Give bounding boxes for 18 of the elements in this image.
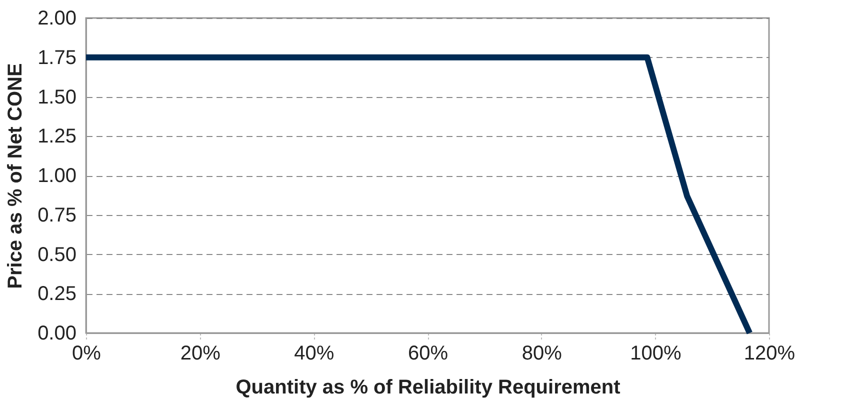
y-tick-label: 1.50 xyxy=(38,86,76,108)
x-axis-title: Quantity as % of Reliability Requirement xyxy=(236,376,621,398)
x-tick-label: 40% xyxy=(294,342,334,364)
y-axis-title: Price as % of Net CONE xyxy=(4,63,27,289)
x-tick-label: 60% xyxy=(408,342,448,364)
y-tick-label: 0.75 xyxy=(38,204,76,226)
y-tick-label: 0.00 xyxy=(38,322,76,344)
y-tick-label: 1.25 xyxy=(38,126,76,148)
x-tick-label: 100% xyxy=(630,342,682,364)
x-tick-label: 0% xyxy=(72,342,102,364)
y-tick-label: 1.00 xyxy=(38,165,76,187)
x-tick-label: 20% xyxy=(180,342,221,364)
x-tick-label: 120% xyxy=(744,342,796,364)
y-tick-label: 2.00 xyxy=(38,8,76,30)
y-tick-label: 0.50 xyxy=(38,244,76,266)
y-tick-label: 0.25 xyxy=(38,283,76,306)
x-tick-label: 80% xyxy=(522,342,562,364)
y-tick-label: 1.75 xyxy=(38,46,76,69)
